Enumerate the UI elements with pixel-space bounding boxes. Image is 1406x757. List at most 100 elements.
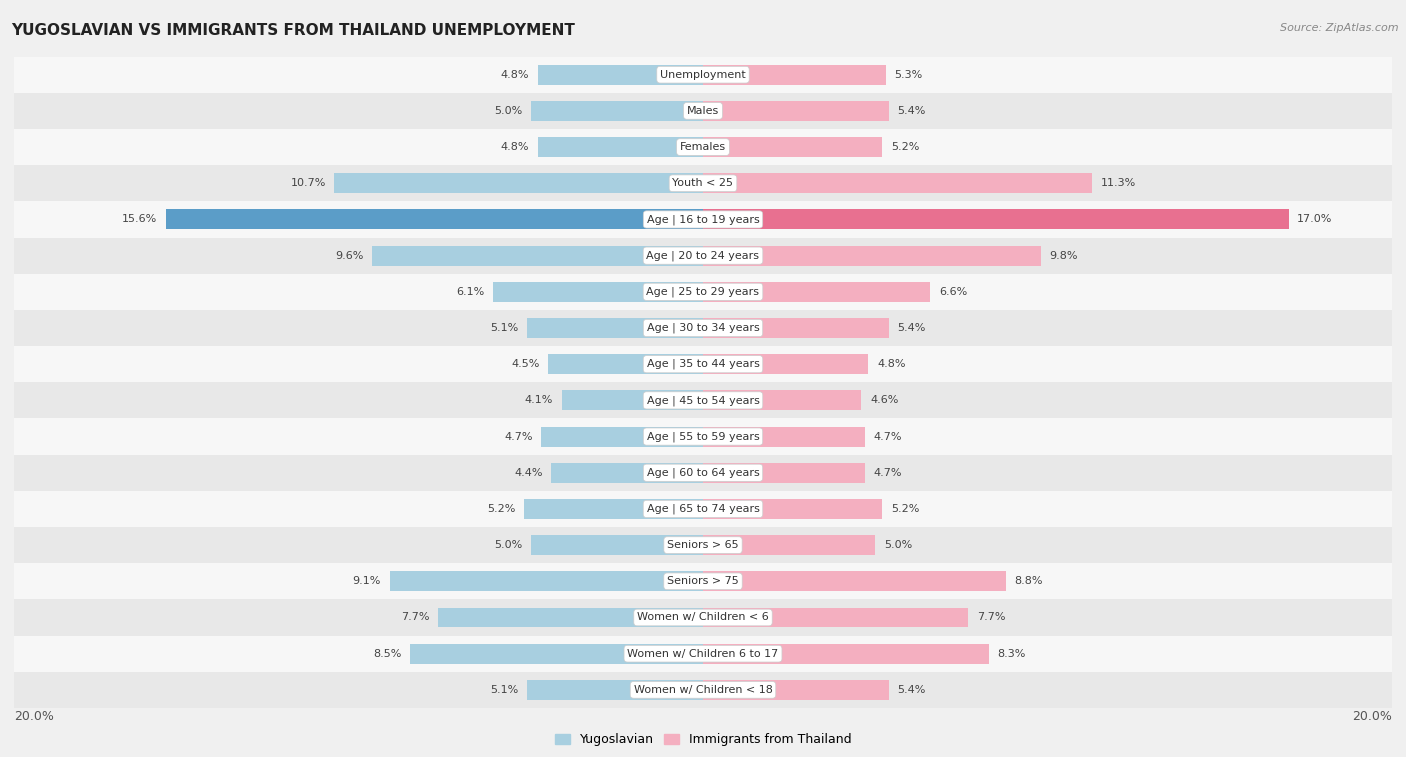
Text: Age | 55 to 59 years: Age | 55 to 59 years xyxy=(647,431,759,442)
Bar xyxy=(703,608,969,628)
Text: Age | 20 to 24 years: Age | 20 to 24 years xyxy=(647,251,759,261)
Text: Males: Males xyxy=(688,106,718,116)
Bar xyxy=(335,173,703,193)
Text: 10.7%: 10.7% xyxy=(291,178,326,188)
Text: 11.3%: 11.3% xyxy=(1101,178,1136,188)
Bar xyxy=(14,455,1392,491)
Text: 5.3%: 5.3% xyxy=(894,70,922,79)
Text: Age | 45 to 54 years: Age | 45 to 54 years xyxy=(647,395,759,406)
Text: Females: Females xyxy=(681,142,725,152)
Bar xyxy=(703,391,862,410)
Bar xyxy=(373,246,703,266)
Bar xyxy=(14,310,1392,346)
Bar xyxy=(524,499,703,519)
Bar xyxy=(494,282,703,302)
Text: Seniors > 65: Seniors > 65 xyxy=(668,540,738,550)
Bar xyxy=(14,57,1392,93)
Bar xyxy=(14,636,1392,671)
Text: 5.4%: 5.4% xyxy=(897,685,927,695)
Text: 8.8%: 8.8% xyxy=(1015,576,1043,587)
Bar xyxy=(14,419,1392,455)
Text: 5.0%: 5.0% xyxy=(494,540,522,550)
Text: 9.6%: 9.6% xyxy=(335,251,364,260)
Text: Age | 65 to 74 years: Age | 65 to 74 years xyxy=(647,503,759,514)
Text: Women w/ Children 6 to 17: Women w/ Children 6 to 17 xyxy=(627,649,779,659)
Bar xyxy=(703,427,865,447)
Text: 4.8%: 4.8% xyxy=(501,70,529,79)
Bar xyxy=(14,382,1392,419)
Bar xyxy=(703,65,886,85)
Text: 5.1%: 5.1% xyxy=(491,323,519,333)
Bar xyxy=(703,643,988,664)
Text: 5.4%: 5.4% xyxy=(897,106,927,116)
Text: Women w/ Children < 18: Women w/ Children < 18 xyxy=(634,685,772,695)
Bar xyxy=(14,129,1392,165)
Text: Age | 35 to 44 years: Age | 35 to 44 years xyxy=(647,359,759,369)
Text: Age | 25 to 29 years: Age | 25 to 29 years xyxy=(647,287,759,297)
Bar xyxy=(551,463,703,483)
Bar xyxy=(531,101,703,121)
Bar xyxy=(703,318,889,338)
Bar xyxy=(14,201,1392,238)
Bar xyxy=(703,282,931,302)
Text: 4.4%: 4.4% xyxy=(515,468,543,478)
Bar xyxy=(703,246,1040,266)
Bar xyxy=(703,463,865,483)
Bar xyxy=(527,680,703,699)
Text: 7.7%: 7.7% xyxy=(401,612,429,622)
Text: Age | 16 to 19 years: Age | 16 to 19 years xyxy=(647,214,759,225)
Bar xyxy=(537,137,703,157)
Text: 6.6%: 6.6% xyxy=(939,287,967,297)
Text: 5.2%: 5.2% xyxy=(891,142,920,152)
Bar xyxy=(703,101,889,121)
Bar xyxy=(548,354,703,374)
Bar xyxy=(562,391,703,410)
Bar xyxy=(14,563,1392,600)
Text: 6.1%: 6.1% xyxy=(456,287,484,297)
Bar xyxy=(14,238,1392,274)
Text: 7.7%: 7.7% xyxy=(977,612,1005,622)
Bar xyxy=(703,354,869,374)
Text: Women w/ Children < 6: Women w/ Children < 6 xyxy=(637,612,769,622)
Text: Source: ZipAtlas.com: Source: ZipAtlas.com xyxy=(1281,23,1399,33)
Text: Age | 30 to 34 years: Age | 30 to 34 years xyxy=(647,322,759,333)
Text: 9.8%: 9.8% xyxy=(1049,251,1077,260)
Text: 4.5%: 4.5% xyxy=(510,359,540,369)
Bar xyxy=(527,318,703,338)
Text: 4.7%: 4.7% xyxy=(503,431,533,441)
Text: 20.0%: 20.0% xyxy=(1353,710,1392,723)
Bar xyxy=(166,210,703,229)
Bar xyxy=(541,427,703,447)
Text: 4.7%: 4.7% xyxy=(873,431,903,441)
Text: YUGOSLAVIAN VS IMMIGRANTS FROM THAILAND UNEMPLOYMENT: YUGOSLAVIAN VS IMMIGRANTS FROM THAILAND … xyxy=(11,23,575,38)
Text: 17.0%: 17.0% xyxy=(1298,214,1333,224)
Text: 4.7%: 4.7% xyxy=(873,468,903,478)
Bar xyxy=(703,173,1092,193)
Text: 4.1%: 4.1% xyxy=(524,395,553,406)
Bar xyxy=(703,572,1007,591)
Legend: Yugoslavian, Immigrants from Thailand: Yugoslavian, Immigrants from Thailand xyxy=(550,728,856,752)
Bar xyxy=(389,572,703,591)
Text: 8.5%: 8.5% xyxy=(373,649,402,659)
Bar xyxy=(703,535,875,555)
Text: 8.3%: 8.3% xyxy=(997,649,1026,659)
Text: 20.0%: 20.0% xyxy=(14,710,53,723)
Bar xyxy=(14,274,1392,310)
Bar xyxy=(14,600,1392,636)
Text: 5.4%: 5.4% xyxy=(897,323,927,333)
Bar xyxy=(14,93,1392,129)
Bar xyxy=(531,535,703,555)
Text: 5.0%: 5.0% xyxy=(884,540,912,550)
Bar xyxy=(14,671,1392,708)
Text: 4.8%: 4.8% xyxy=(501,142,529,152)
Text: 5.2%: 5.2% xyxy=(891,504,920,514)
Bar xyxy=(703,680,889,699)
Text: 5.0%: 5.0% xyxy=(494,106,522,116)
Text: Youth < 25: Youth < 25 xyxy=(672,178,734,188)
Text: Unemployment: Unemployment xyxy=(661,70,745,79)
Text: 5.1%: 5.1% xyxy=(491,685,519,695)
Bar xyxy=(14,527,1392,563)
Bar xyxy=(537,65,703,85)
Bar xyxy=(703,137,882,157)
Bar xyxy=(703,210,1289,229)
